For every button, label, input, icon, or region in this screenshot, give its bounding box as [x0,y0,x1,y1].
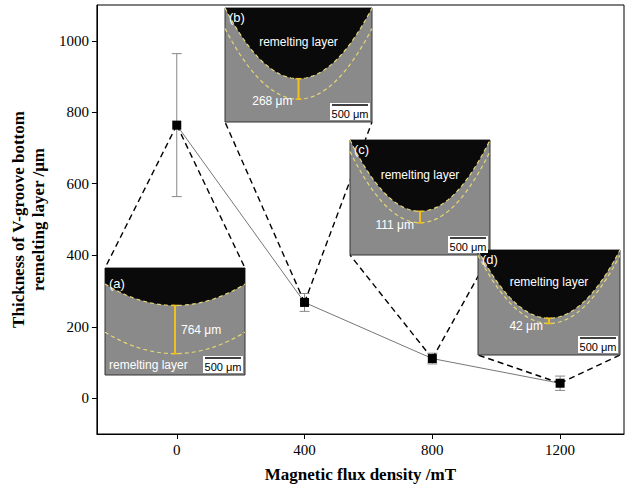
svg-text:111 μm: 111 μm [376,218,414,232]
svg-text:remelting layer: remelting layer [109,358,188,372]
svg-text:800: 800 [421,442,444,458]
svg-text:remelting layer /μm: remelting layer /μm [29,148,48,291]
svg-text:500 μm: 500 μm [450,241,487,253]
svg-text:Thickness of V-groove bottom: Thickness of V-groove bottom [9,111,28,328]
svg-text:remelting layer: remelting layer [510,275,589,289]
svg-text:42 μm: 42 μm [509,319,543,333]
svg-text:268 μm: 268 μm [252,94,292,108]
svg-text:1000: 1000 [59,33,89,49]
svg-text:400: 400 [66,247,89,263]
svg-text:600: 600 [66,176,89,192]
svg-text:200: 200 [66,319,89,335]
svg-text:800: 800 [66,104,89,120]
svg-text:1200: 1200 [545,442,575,458]
svg-text:500 μm: 500 μm [205,361,242,373]
svg-text:(a): (a) [109,276,125,291]
svg-text:Magnetic flux density /mT: Magnetic flux density /mT [265,465,457,484]
svg-text:500 μm: 500 μm [580,341,617,353]
svg-text:764 μm: 764 μm [181,323,221,337]
svg-text:400: 400 [293,442,316,458]
svg-text:0: 0 [81,390,89,406]
svg-text:remelting layer: remelting layer [381,168,460,182]
svg-text:500 μm: 500 μm [332,108,369,120]
svg-text:0: 0 [173,442,181,458]
svg-text:(d): (d) [482,252,498,267]
svg-text:(b): (b) [229,10,245,25]
svg-text:(c): (c) [354,142,369,157]
svg-text:remelting layer: remelting layer [259,35,338,49]
